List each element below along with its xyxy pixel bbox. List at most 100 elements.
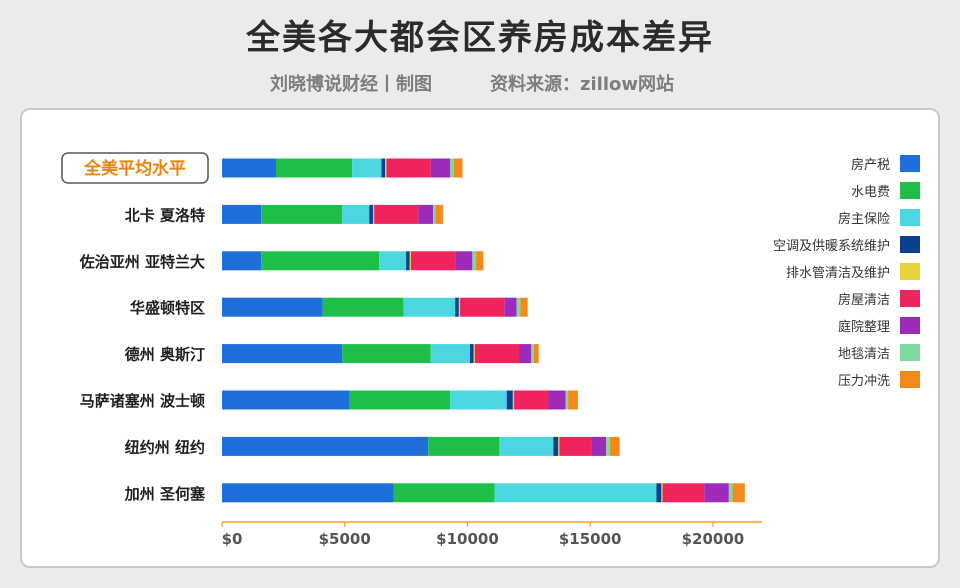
bar-segment bbox=[472, 251, 477, 271]
bar-segment bbox=[430, 344, 470, 364]
legend-label: 水电费 bbox=[850, 185, 890, 200]
bar-segment bbox=[453, 158, 463, 178]
bar-segment bbox=[553, 436, 559, 456]
chart-source: 资料来源：zillow网站 bbox=[490, 74, 674, 95]
legend-label: 庭院整理 bbox=[837, 320, 890, 335]
bar-segment bbox=[662, 483, 705, 503]
bar-segment bbox=[506, 390, 513, 410]
x-tick-label: $20000 bbox=[682, 530, 745, 548]
bar-segment bbox=[261, 204, 343, 224]
bar-segment bbox=[460, 297, 505, 317]
legend-label: 房产税 bbox=[850, 158, 890, 173]
category-label: 纽约州 纽约 bbox=[125, 438, 205, 456]
bar-segment bbox=[409, 251, 411, 271]
bar-segment bbox=[374, 204, 419, 224]
bar-segment bbox=[533, 344, 539, 364]
category-label: 德州 奥斯汀 bbox=[125, 346, 205, 364]
bar-segment bbox=[379, 251, 407, 271]
bar-segment bbox=[349, 390, 451, 410]
bar-segment bbox=[222, 344, 343, 364]
chart-legend: 房产税水电费房主保险空调及供暖系统维护排水管清洁及维护 房屋清洁庭院整理地毯清洁压… bbox=[760, 150, 920, 393]
bar-segment bbox=[591, 436, 607, 456]
legend-item: 压力冲洗 bbox=[760, 366, 920, 393]
bar-segment bbox=[559, 436, 592, 456]
bar-segment bbox=[406, 251, 410, 271]
bar-segment bbox=[433, 204, 436, 224]
bar-segment bbox=[609, 436, 620, 456]
bar-segment bbox=[504, 297, 517, 317]
legend-item: 房主保险 bbox=[760, 204, 920, 231]
bar-segment bbox=[458, 297, 461, 317]
bar-segment bbox=[261, 251, 380, 271]
legend-item: 水电费 bbox=[760, 177, 920, 204]
bar-segment bbox=[222, 436, 429, 456]
bar-segment bbox=[519, 344, 532, 364]
bar-segment bbox=[469, 344, 474, 364]
bar-segment bbox=[385, 158, 387, 178]
bar-segment bbox=[476, 251, 484, 271]
category-label: 马萨诸塞州 波士顿 bbox=[80, 392, 205, 410]
bar-segment bbox=[428, 436, 500, 456]
legend-swatch bbox=[900, 263, 920, 280]
bar-segment bbox=[704, 483, 729, 503]
legend-item: 房屋清洁 bbox=[760, 285, 920, 312]
bar-segment bbox=[430, 158, 451, 178]
bar-segment bbox=[381, 158, 386, 178]
bar-segment bbox=[732, 483, 745, 503]
legend-label: 房主保险 bbox=[837, 212, 890, 227]
bar-segment bbox=[222, 158, 276, 178]
bar-segment bbox=[222, 390, 350, 410]
highlight-label-box bbox=[61, 152, 209, 184]
bar-segment bbox=[450, 158, 454, 178]
bar-segment bbox=[403, 297, 456, 317]
x-tick-label: $10000 bbox=[436, 530, 499, 548]
bar-segment bbox=[565, 390, 569, 410]
bar-segment bbox=[728, 483, 733, 503]
bar-segment bbox=[222, 483, 394, 503]
bar-segment bbox=[494, 483, 657, 503]
x-tick-label: $5000 bbox=[319, 530, 371, 548]
legend-label: 空调及供暖系统维护 bbox=[772, 239, 890, 254]
bar-segment bbox=[548, 390, 566, 410]
bar-segment bbox=[418, 204, 434, 224]
bar-segment bbox=[342, 344, 431, 364]
bar-segment bbox=[514, 390, 549, 410]
x-tick-label: $0 bbox=[222, 530, 243, 548]
bar-segment bbox=[222, 251, 262, 271]
bar-segment bbox=[512, 390, 515, 410]
bar-segment bbox=[393, 483, 495, 503]
bar-segment bbox=[656, 483, 662, 503]
legend-swatch bbox=[900, 344, 920, 361]
bar-segment bbox=[455, 297, 459, 317]
legend-item: 房产税 bbox=[760, 150, 920, 177]
category-label: 华盛顿特区 bbox=[130, 299, 205, 317]
bar-segment bbox=[411, 251, 456, 271]
bar-segment bbox=[499, 436, 554, 456]
legend-item: 庭院整理 bbox=[760, 312, 920, 339]
bar-segment bbox=[474, 344, 519, 364]
legend-item: 地毯清洁 bbox=[760, 339, 920, 366]
bar-segment bbox=[435, 204, 443, 224]
legend-swatch bbox=[900, 155, 920, 172]
chart-title: 全美各大都会区养房成本差异 bbox=[246, 18, 714, 58]
bar-segment bbox=[661, 483, 663, 503]
category-label: 北卡 夏洛特 bbox=[125, 206, 205, 224]
legend-item: 排水管清洁及维护 bbox=[760, 258, 920, 285]
bar-segment bbox=[473, 344, 475, 364]
bar-segment bbox=[352, 158, 382, 178]
legend-item: 空调及供暖系统维护 bbox=[760, 231, 920, 258]
legend-swatch bbox=[900, 182, 920, 199]
bar-segment bbox=[531, 344, 534, 364]
bar-segment bbox=[276, 158, 353, 178]
bar-segment bbox=[372, 204, 375, 224]
bar-segment bbox=[516, 297, 521, 317]
category-label: 加州 圣何塞 bbox=[124, 485, 206, 503]
legend-swatch bbox=[900, 371, 920, 388]
chart-credit: 刘晓博说财经丨制图 bbox=[270, 74, 432, 95]
category-label: 全美平均水平 bbox=[83, 158, 186, 179]
legend-swatch bbox=[900, 209, 920, 226]
bar-segment bbox=[520, 297, 528, 317]
legend-swatch bbox=[900, 236, 920, 253]
bar-segment bbox=[322, 297, 404, 317]
